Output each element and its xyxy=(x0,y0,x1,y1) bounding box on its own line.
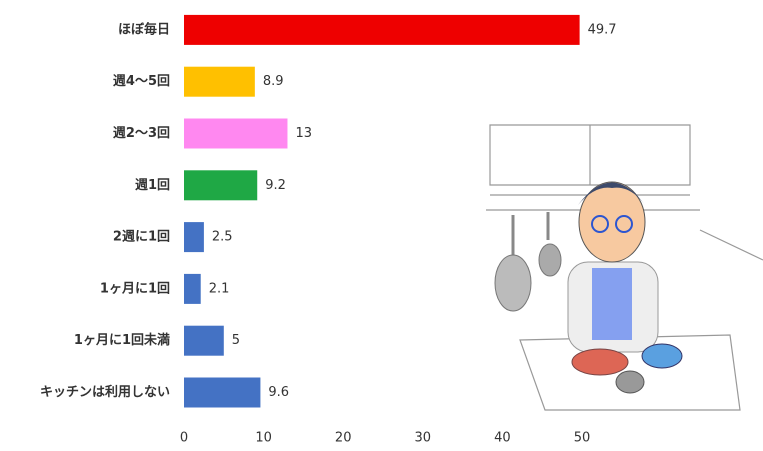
x-tick-label: 30 xyxy=(415,431,432,446)
x-tick-label: 40 xyxy=(494,431,511,446)
y-tick-label: 週1回 xyxy=(135,178,170,193)
chart: 0 10 20 30 40 50 ほぼ毎日 49.7 週4～5回 8.9 週2～3回 13 週1回 9.2… xyxy=(0,0,763,451)
bar xyxy=(184,15,580,45)
value-label: 49.7 xyxy=(588,22,617,37)
value-label: 9.6 xyxy=(268,385,289,400)
x-tick-label: 50 xyxy=(574,431,591,446)
illustration xyxy=(486,125,763,410)
x-tick-label: 10 xyxy=(255,431,272,446)
x-tick-label: 20 xyxy=(335,431,352,446)
y-tick-label: 1ヶ月に1回未満 xyxy=(74,332,170,348)
bar xyxy=(184,67,255,97)
value-label: 5 xyxy=(232,333,240,348)
value-label: 13 xyxy=(295,126,312,141)
y-tick-label: キッチンは利用しない xyxy=(40,384,170,400)
bar xyxy=(184,326,224,356)
bar xyxy=(184,274,201,304)
value-label: 2.1 xyxy=(209,281,230,296)
value-label: 2.5 xyxy=(212,230,233,245)
bar xyxy=(184,378,260,408)
bar xyxy=(184,222,204,252)
y-tick-label: 2週に1回 xyxy=(113,230,170,245)
bar xyxy=(184,170,257,200)
value-label: 9.2 xyxy=(265,178,286,193)
y-tick-label: 1ヶ月に1回 xyxy=(100,281,170,296)
x-tick-label: 0 xyxy=(180,431,188,446)
y-tick-label: 週2～3回 xyxy=(113,126,170,141)
y-tick-label: ほぼ毎日 xyxy=(118,21,170,37)
y-tick-label: 週4～5回 xyxy=(113,74,170,89)
bar xyxy=(184,119,287,149)
value-label: 8.9 xyxy=(263,74,284,89)
